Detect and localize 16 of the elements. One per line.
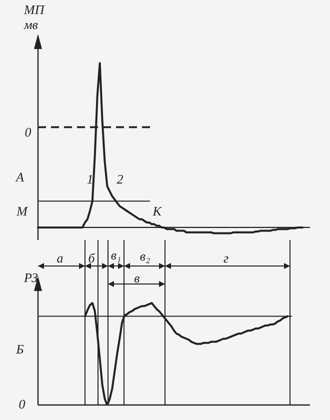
text: А xyxy=(15,169,24,184)
text: в xyxy=(134,270,140,286)
text: 0 xyxy=(24,124,32,140)
text: М xyxy=(16,203,29,218)
text: Б xyxy=(15,341,24,356)
text: в₂ xyxy=(140,248,151,264)
annotation: 1 xyxy=(86,171,94,186)
y-axis-title: МП мв xyxy=(23,2,46,32)
text: в₁ xyxy=(110,247,122,262)
annotation: К xyxy=(152,203,163,218)
text: 0 xyxy=(18,396,26,412)
annotation: 2 xyxy=(116,171,124,186)
text: б xyxy=(88,250,96,266)
y-axis-title: РЗ xyxy=(23,270,39,285)
text: г xyxy=(223,250,229,266)
text: а xyxy=(56,250,64,266)
